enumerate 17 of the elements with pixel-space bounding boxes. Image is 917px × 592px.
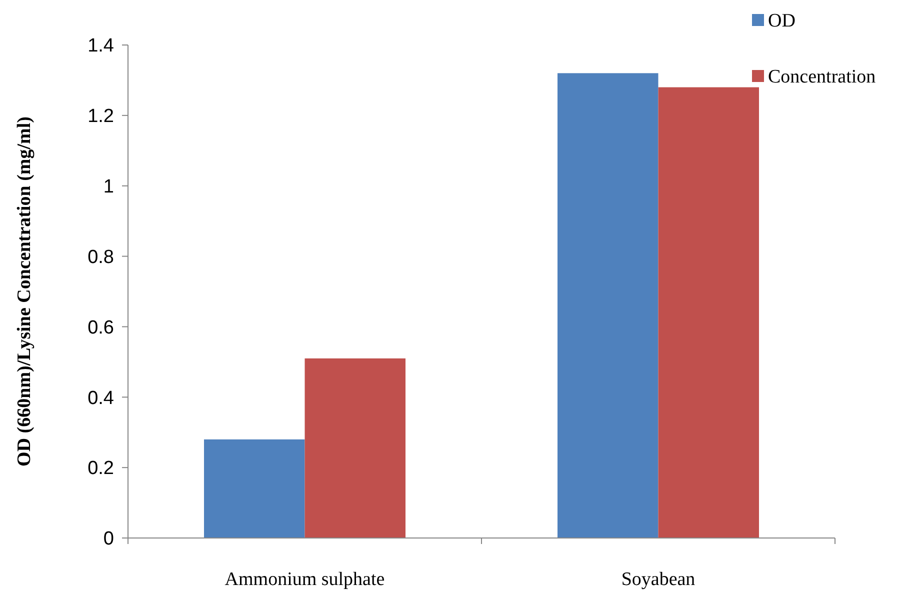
y-tick-label: 0.6 <box>88 317 114 338</box>
y-tick-label: 0.4 <box>88 388 114 409</box>
bar <box>658 87 759 538</box>
y-tick-label: 1 <box>103 176 114 198</box>
x-tick-label: Soyabean <box>621 569 696 590</box>
y-tick-label: 0.8 <box>88 246 114 268</box>
x-tick-label: Ammonium sulphate <box>224 569 385 590</box>
y-tick-label: 0 <box>103 528 114 550</box>
legend-label: Concentration <box>768 66 876 88</box>
y-tick-label: 0.2 <box>88 458 114 480</box>
bar <box>304 358 406 538</box>
legend-label: OD <box>768 10 796 32</box>
y-tick-label: 1.2 <box>88 106 114 128</box>
bar <box>204 439 305 538</box>
y-axis-title: OD (660nm)/Lysine Concentration (mg/ml) <box>14 116 35 466</box>
bar <box>558 73 658 538</box>
y-tick-label: 1.4 <box>88 36 114 57</box>
